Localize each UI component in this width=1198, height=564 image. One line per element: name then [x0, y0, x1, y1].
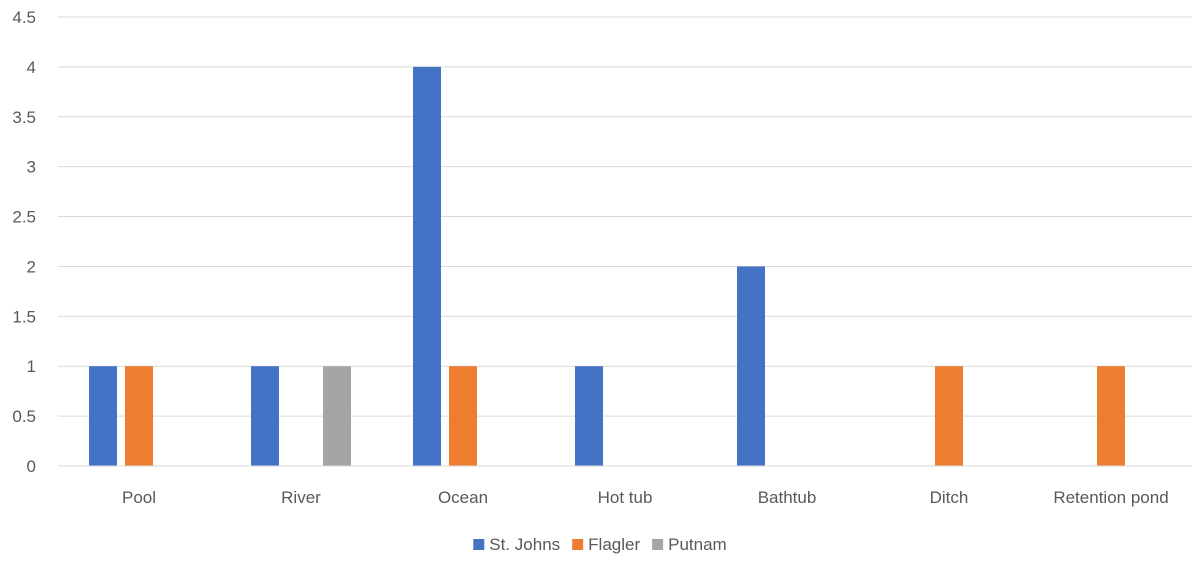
- x-tick-label: Bathtub: [758, 488, 817, 507]
- bar: [251, 366, 279, 466]
- bar: [935, 366, 963, 466]
- y-tick-label: 1.5: [12, 307, 36, 326]
- bar: [1097, 366, 1125, 466]
- bar: [323, 366, 351, 466]
- legend-label: Putnam: [668, 535, 727, 554]
- legend-swatch: [572, 539, 584, 550]
- legend-swatch: [652, 539, 664, 550]
- y-tick-label: 3.5: [12, 108, 36, 127]
- y-axis-ticks: 0 0.5 1 1.5 2 2.5 3 3.5 4 4.5: [12, 8, 36, 476]
- bar: [449, 366, 477, 466]
- y-tick-label: 0.5: [12, 407, 36, 426]
- bars: [89, 66, 1125, 466]
- bar: [89, 366, 117, 466]
- y-tick-label: 1: [27, 357, 36, 376]
- bar: [575, 366, 603, 466]
- y-tick-label: 0: [27, 457, 36, 476]
- bar: [413, 66, 441, 466]
- bar: [125, 366, 153, 466]
- y-tick-label: 4.5: [12, 8, 36, 27]
- x-tick-label: Hot tub: [598, 488, 653, 507]
- x-axis-ticks: Pool River Ocean Hot tub Bathtub Ditch Retenti…: [122, 488, 1169, 507]
- gridlines: [58, 16, 1192, 417]
- y-tick-label: 4: [27, 58, 36, 77]
- y-tick-label: 3: [27, 158, 36, 177]
- legend-label: Flagler: [588, 535, 640, 554]
- legend-label: St. Johns: [489, 535, 560, 554]
- x-tick-label: River: [281, 488, 321, 507]
- x-tick-label: Ditch: [930, 488, 969, 507]
- x-tick-label: Ocean: [438, 488, 488, 507]
- legend-swatch: [473, 539, 485, 550]
- legend: St. Johns Flagler Putnam: [473, 535, 727, 554]
- bar: [737, 266, 765, 466]
- y-tick-label: 2.5: [12, 208, 36, 227]
- y-tick-label: 2: [27, 257, 36, 276]
- x-tick-label: Retention pond: [1053, 488, 1168, 507]
- x-tick-label: Pool: [122, 488, 156, 507]
